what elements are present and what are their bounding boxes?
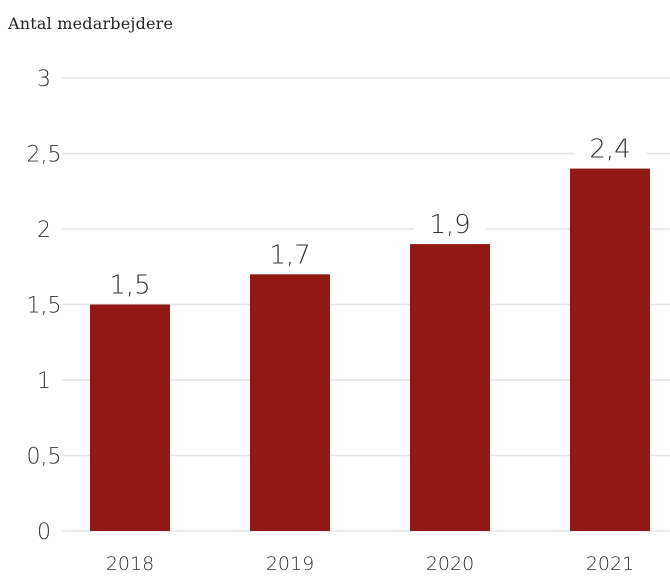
y-tick-label: 2,5 <box>27 143 62 168</box>
data-label-background <box>414 206 486 241</box>
bars <box>90 168 650 531</box>
x-tick-label: 2021 <box>586 553 634 575</box>
data-labels: 1,5 1,7 1,9 2,4 <box>94 130 646 301</box>
y-tick-label: 0,5 <box>27 445 62 470</box>
bar-2020 <box>410 244 490 531</box>
y-tick-label: 2 <box>37 218 51 243</box>
x-tick-label: 2018 <box>106 553 154 575</box>
bar-2018 <box>90 304 170 531</box>
x-tick-label: 2020 <box>426 553 474 575</box>
y-tick-label: 1,5 <box>27 294 62 319</box>
y-tick-label: 3 <box>37 67 51 92</box>
y-axis-ticks: 0 0,5 1 1,5 2 2,5 3 <box>27 67 62 545</box>
data-label: 1,5 <box>109 271 150 301</box>
y-tick-label: 0 <box>37 520 51 545</box>
data-label: 1,7 <box>269 240 310 270</box>
data-label-background <box>574 130 646 165</box>
bar-2021 <box>570 168 650 531</box>
x-axis-ticks: 2018 2019 2020 2021 <box>106 553 634 575</box>
gridlines <box>62 77 670 532</box>
data-label: 1,9 <box>429 210 470 240</box>
data-label: 2,4 <box>589 135 630 165</box>
bar-2019 <box>250 274 330 531</box>
chart-title: Antal medarbejdere <box>8 14 174 33</box>
y-tick-label: 1 <box>37 369 51 394</box>
data-label-background <box>94 266 166 301</box>
x-tick-label: 2019 <box>266 553 314 575</box>
data-label-background <box>254 236 326 271</box>
